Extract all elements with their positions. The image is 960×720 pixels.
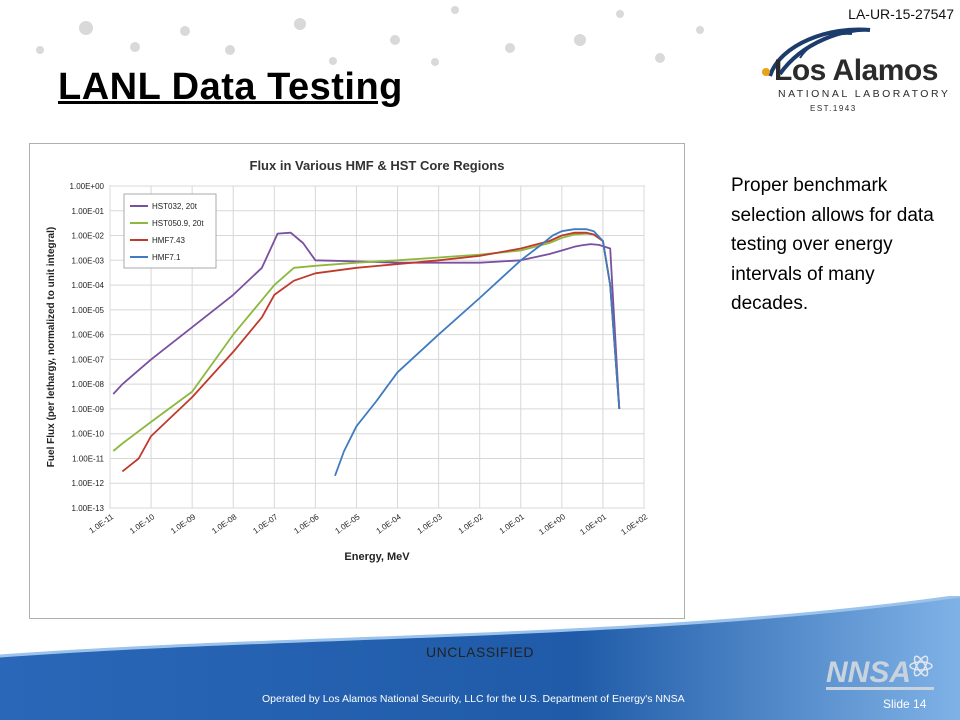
- flux-chart: Flux in Various HMF & HST Core Regions 1.…: [46, 158, 650, 563]
- operator-note: Operated by Los Alamos National Security…: [262, 693, 685, 705]
- logo-established: EST.1943: [810, 104, 857, 113]
- x-tick-label: 1.0E-02: [457, 512, 486, 536]
- y-tick-label: 1.00E-10: [72, 430, 105, 439]
- legend-label: HST050.9, 20t: [152, 219, 204, 228]
- y-tick-label: 1.00E-06: [72, 331, 105, 340]
- y-tick-label: 1.00E-11: [72, 454, 104, 463]
- x-tick-label: 1.0E+01: [578, 512, 608, 537]
- legend-label: HMF7.1: [152, 253, 181, 262]
- legend-label: HST032, 20t: [152, 202, 198, 211]
- nnsa-atom-icon: NNSA: [826, 655, 934, 690]
- y-tick-label: 1.00E-13: [72, 504, 105, 513]
- logo-name: Los Alamos: [774, 54, 938, 87]
- x-tick-label: 1.0E-01: [498, 512, 527, 536]
- series-line-3: [121, 231, 621, 473]
- y-tick-label: 1.00E-01: [72, 207, 105, 216]
- x-tick-label: 1.0E-08: [210, 512, 239, 536]
- lanl-logo: Los Alamos NATIONAL LABORATORY EST.1943: [740, 24, 948, 124]
- y-tick-label: 1.00E-12: [72, 479, 105, 488]
- x-tick-label: 1.0E-05: [333, 512, 362, 536]
- x-tick-label: 1.0E-10: [128, 512, 157, 536]
- y-tick-label: 1.00E-05: [72, 306, 105, 315]
- report-number: LA-UR-15-27547: [848, 6, 954, 22]
- x-axis-label: Energy, MeV: [344, 551, 410, 563]
- decorative-dots: [36, 6, 704, 66]
- slide-number: Slide 14: [883, 697, 927, 711]
- y-tick-label: 1.00E-09: [72, 405, 105, 414]
- y-tick-label: 1.00E-03: [72, 256, 105, 265]
- series-line-1: [112, 231, 621, 409]
- x-tick-label: 1.0E-11: [88, 512, 116, 535]
- series-line-4: [334, 228, 621, 477]
- x-tick-label: 1.0E-07: [251, 512, 280, 536]
- y-tick-label: 1.00E-07: [72, 355, 105, 364]
- classification-label: UNCLASSIFIED: [426, 644, 534, 660]
- logo-orbit-icon: [762, 27, 871, 77]
- y-tick-label: 1.00E-04: [72, 281, 105, 290]
- legend-label: HMF7.43: [152, 236, 185, 245]
- side-description: Proper benchmark selection allows for da…: [731, 175, 934, 314]
- x-tick-label: 1.0E+02: [619, 512, 649, 537]
- y-axis-label: Fuel Flux (per lethargy, normalized to u…: [46, 227, 57, 467]
- footer-band: [0, 596, 960, 720]
- y-tick-label: 1.00E-08: [72, 380, 105, 389]
- chart-title: Flux in Various HMF & HST Core Regions: [250, 158, 505, 173]
- y-tick-label: 1.00E+00: [70, 182, 105, 191]
- x-tick-label: 1.0E-09: [169, 512, 198, 536]
- nnsa-logo-text: NNSA: [826, 656, 911, 689]
- page-title: LANL Data Testing: [58, 66, 403, 108]
- chart-frame: Flux in Various HMF & HST Core Regions 1.…: [29, 143, 685, 619]
- x-tick-label: 1.0E-04: [375, 512, 404, 536]
- x-tick-label: 1.0E+00: [537, 512, 567, 537]
- x-tick-label: 1.0E-03: [416, 512, 445, 536]
- x-tick-label: 1.0E-06: [292, 512, 321, 536]
- logo-subtitle: NATIONAL LABORATORY: [778, 88, 951, 100]
- y-tick-label: 1.00E-02: [72, 232, 105, 241]
- nnsa-logo: NNSA: [826, 650, 936, 695]
